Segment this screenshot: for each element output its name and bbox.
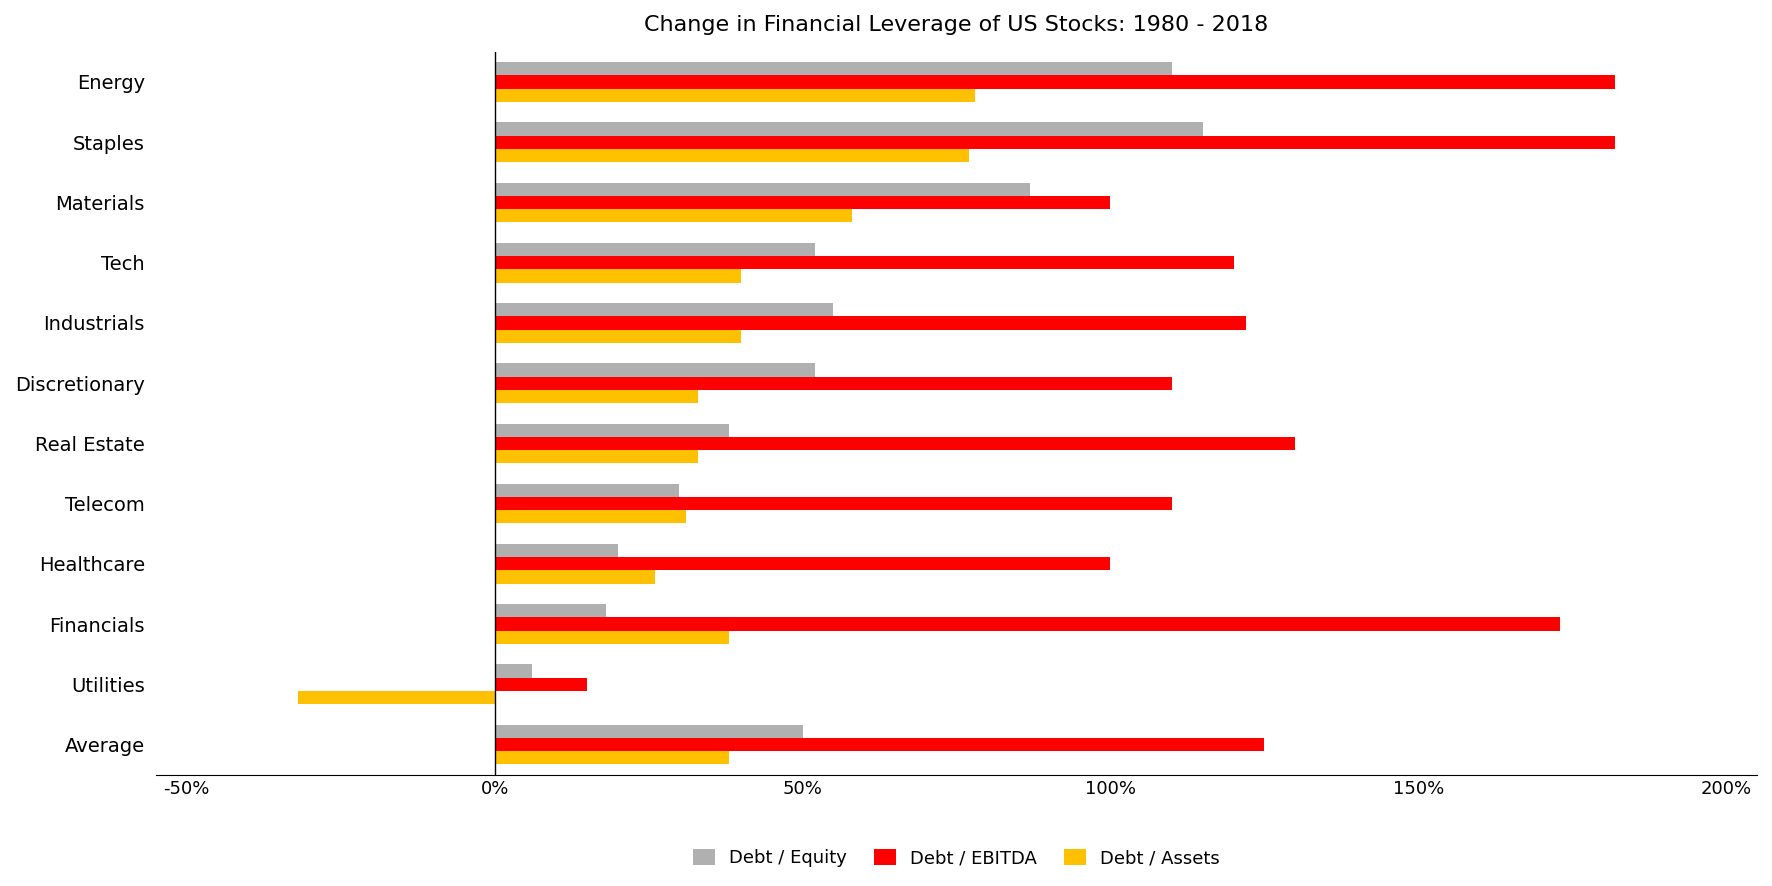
Bar <box>494 738 1265 751</box>
Bar <box>494 209 852 222</box>
Bar <box>494 330 741 343</box>
Title: Change in Financial Leverage of US Stocks: 1980 - 2018: Change in Financial Leverage of US Stock… <box>645 15 1269 35</box>
Bar <box>494 122 1203 136</box>
Bar <box>494 678 587 691</box>
Bar <box>494 136 1616 149</box>
Bar <box>494 484 679 497</box>
Bar <box>494 363 815 377</box>
Bar <box>494 303 833 316</box>
Bar <box>494 390 698 403</box>
Bar <box>494 751 728 765</box>
Bar <box>494 571 656 584</box>
Bar <box>494 196 1111 209</box>
Bar <box>494 183 1030 196</box>
Bar <box>494 450 698 463</box>
Bar <box>494 149 969 162</box>
Bar <box>494 604 606 618</box>
Bar <box>494 618 1559 631</box>
Bar <box>494 269 741 283</box>
Bar <box>494 557 1111 571</box>
Bar <box>494 62 1171 75</box>
Bar <box>494 725 803 738</box>
Bar <box>494 243 815 256</box>
Bar <box>494 424 728 437</box>
Bar <box>494 256 1233 269</box>
Bar <box>494 544 618 557</box>
Bar <box>494 377 1171 390</box>
Bar <box>494 631 728 644</box>
Bar <box>494 437 1295 450</box>
Bar <box>494 664 532 678</box>
Bar <box>494 316 1246 330</box>
Bar <box>494 510 686 524</box>
Bar <box>298 691 494 704</box>
Legend: Debt / Equity, Debt / EBITDA, Debt / Assets: Debt / Equity, Debt / EBITDA, Debt / Ass… <box>686 842 1228 874</box>
Bar <box>494 497 1171 510</box>
Bar <box>494 75 1616 89</box>
Bar <box>494 89 975 102</box>
